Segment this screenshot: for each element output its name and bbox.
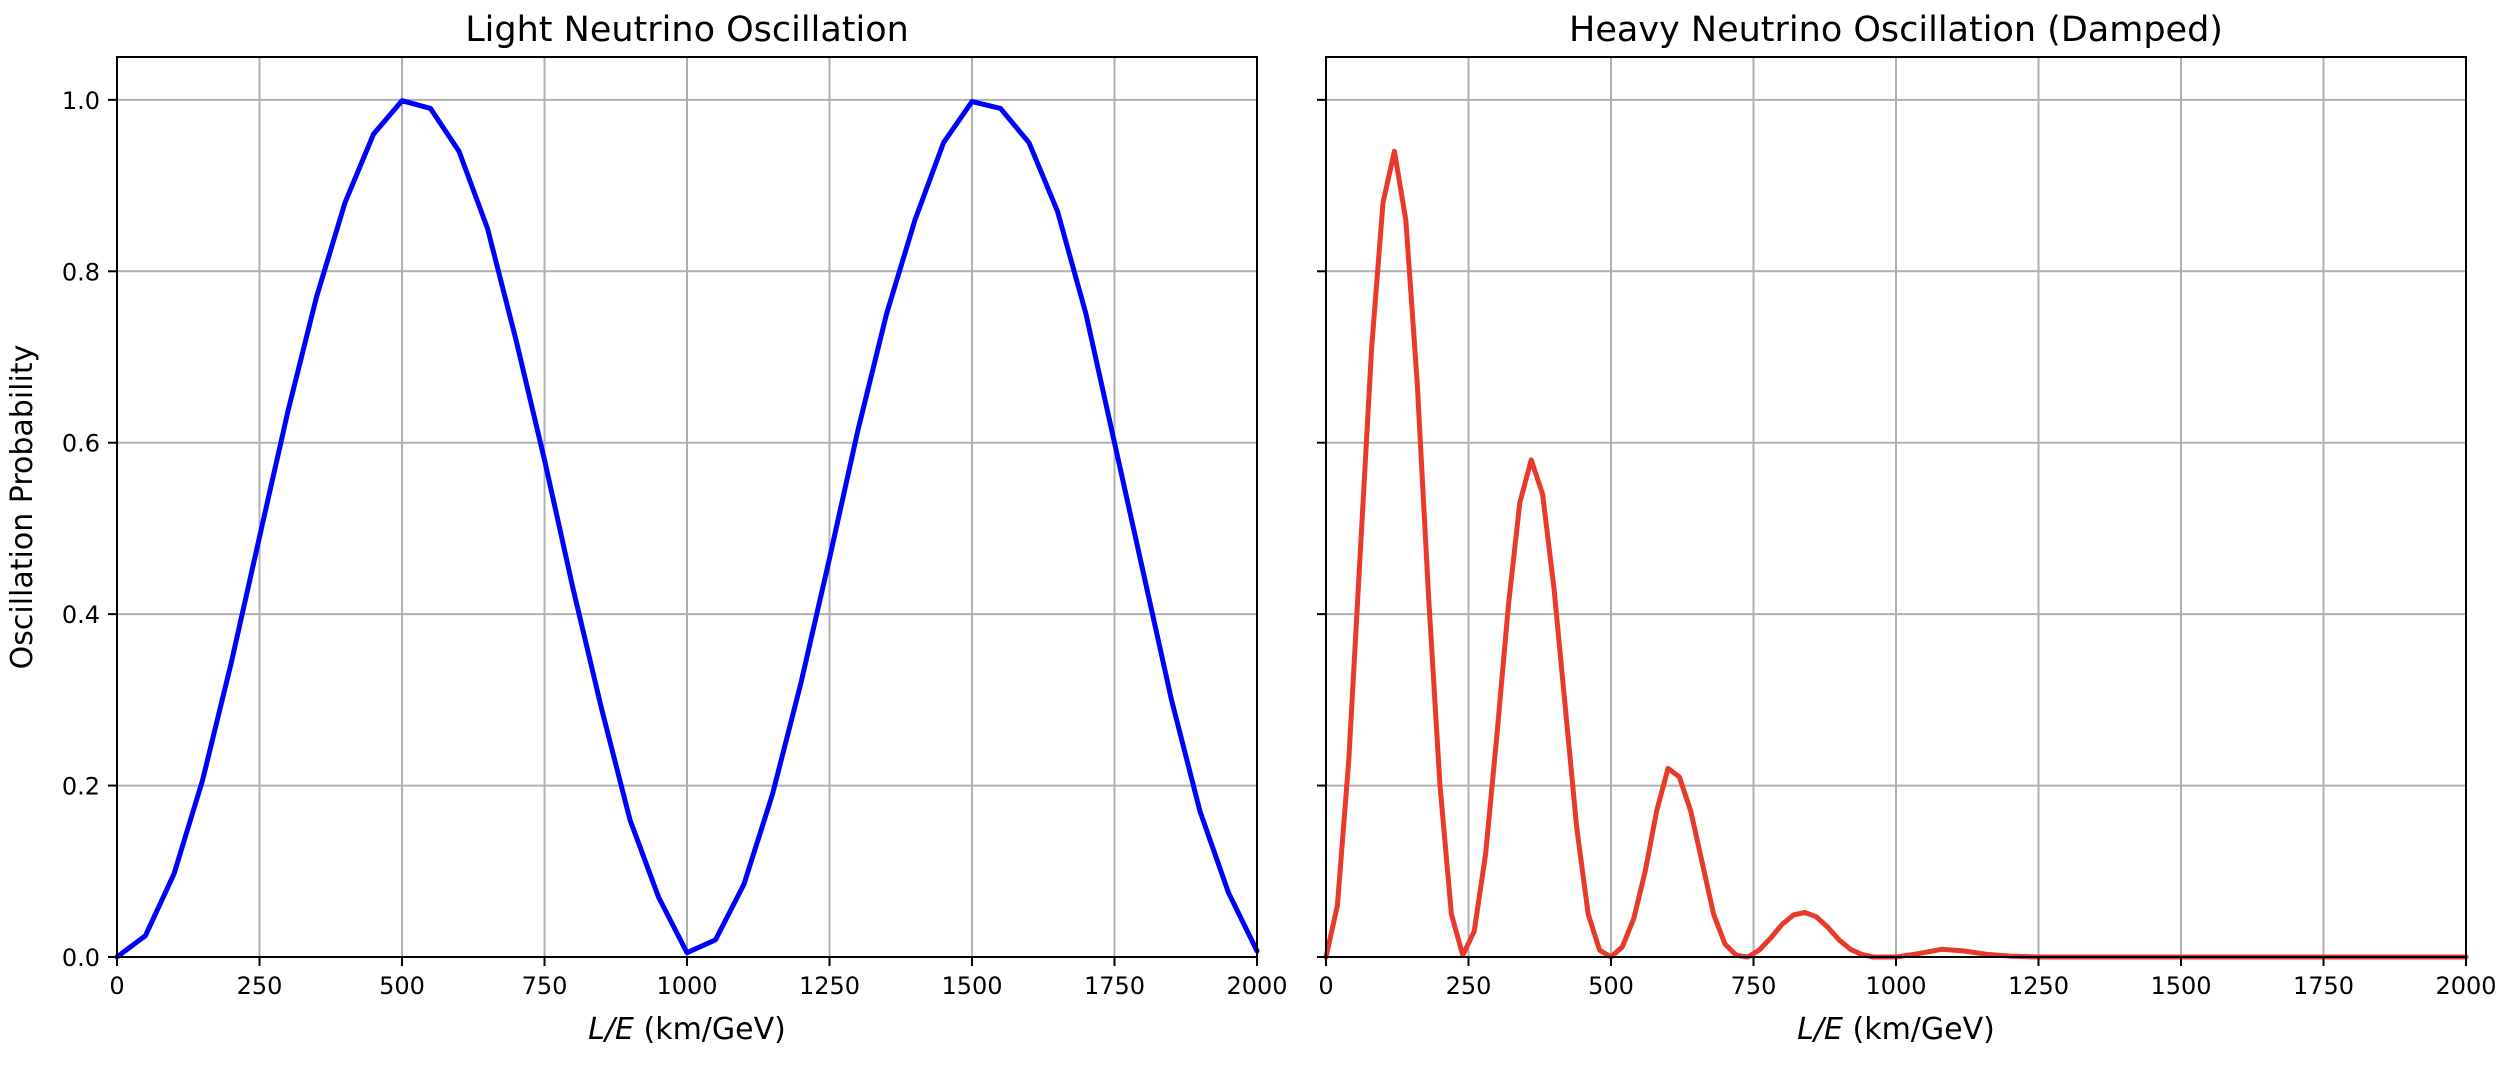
light-x-tick-label: 1500 (941, 972, 1002, 1000)
light-y-tick-label: 0.0 (62, 944, 100, 972)
light-y-tick-label: 0.2 (62, 773, 100, 801)
heavy-panel: 0 250 500 750 1000 1250 1500 1750 2000 Heavy Neut… (1317, 10, 2497, 1047)
heavy-x-axis-label: L/E (km/GeV) (1797, 1012, 1995, 1047)
light-x-tick-label: 750 (522, 972, 568, 1000)
light-x-tick-label: 2000 (1226, 972, 1287, 1000)
light-y-tick-label: 0.8 (62, 258, 100, 286)
heavy-x-tick-label: 1750 (2293, 972, 2354, 1000)
light-y-tick-label: 1.0 (62, 87, 100, 115)
heavy-x-tick-label: 1250 (2008, 972, 2069, 1000)
light-y-tick-label: 0.6 (62, 430, 100, 458)
light-x-tick-label: 0 (109, 972, 124, 1000)
heavy-x-tick-label: 250 (1446, 972, 1492, 1000)
heavy-chart-title: Heavy Neutrino Oscillation (Damped) (1569, 10, 2223, 50)
light-x-tick-label: 250 (237, 972, 283, 1000)
light-x-tick-label: 500 (379, 972, 425, 1000)
heavy-x-tick-label: 1500 (2150, 972, 2211, 1000)
light-x-tick-label: 1750 (1084, 972, 1145, 1000)
light-x-axis-label-unit: (km/GeV) (634, 1012, 786, 1047)
heavy-x-tick-label: 1000 (1865, 972, 1926, 1000)
light-x-tick-label: 1000 (656, 972, 717, 1000)
heavy-x-tick-label: 0 (1318, 972, 1333, 1000)
heavy-x-tick-label: 750 (1731, 972, 1777, 1000)
light-x-tick-label: 1250 (799, 972, 860, 1000)
heavy-x-axis-label-italic: L/E (1797, 1012, 1843, 1047)
light-x-axis-label: L/E (km/GeV) (588, 1012, 786, 1047)
heavy-x-tick-label: 500 (1588, 972, 1634, 1000)
light-y-tick-label: 0.4 (62, 601, 100, 629)
light-series-line (114, 98, 1260, 960)
light-y-axis-label: Oscillation Probability (5, 345, 40, 670)
light-x-axis-label-italic: L/E (588, 1012, 634, 1047)
heavy-x-axis-label-unit: (km/GeV) (1843, 1012, 1995, 1047)
light-panel: 0 250 500 750 1000 1250 1500 1750 2000 0.0 0.2 0.4 0… (5, 10, 1288, 1047)
light-chart-title: Light Neutrino Oscillation (465, 10, 909, 50)
heavy-x-tick-label: 2000 (2435, 972, 2496, 1000)
